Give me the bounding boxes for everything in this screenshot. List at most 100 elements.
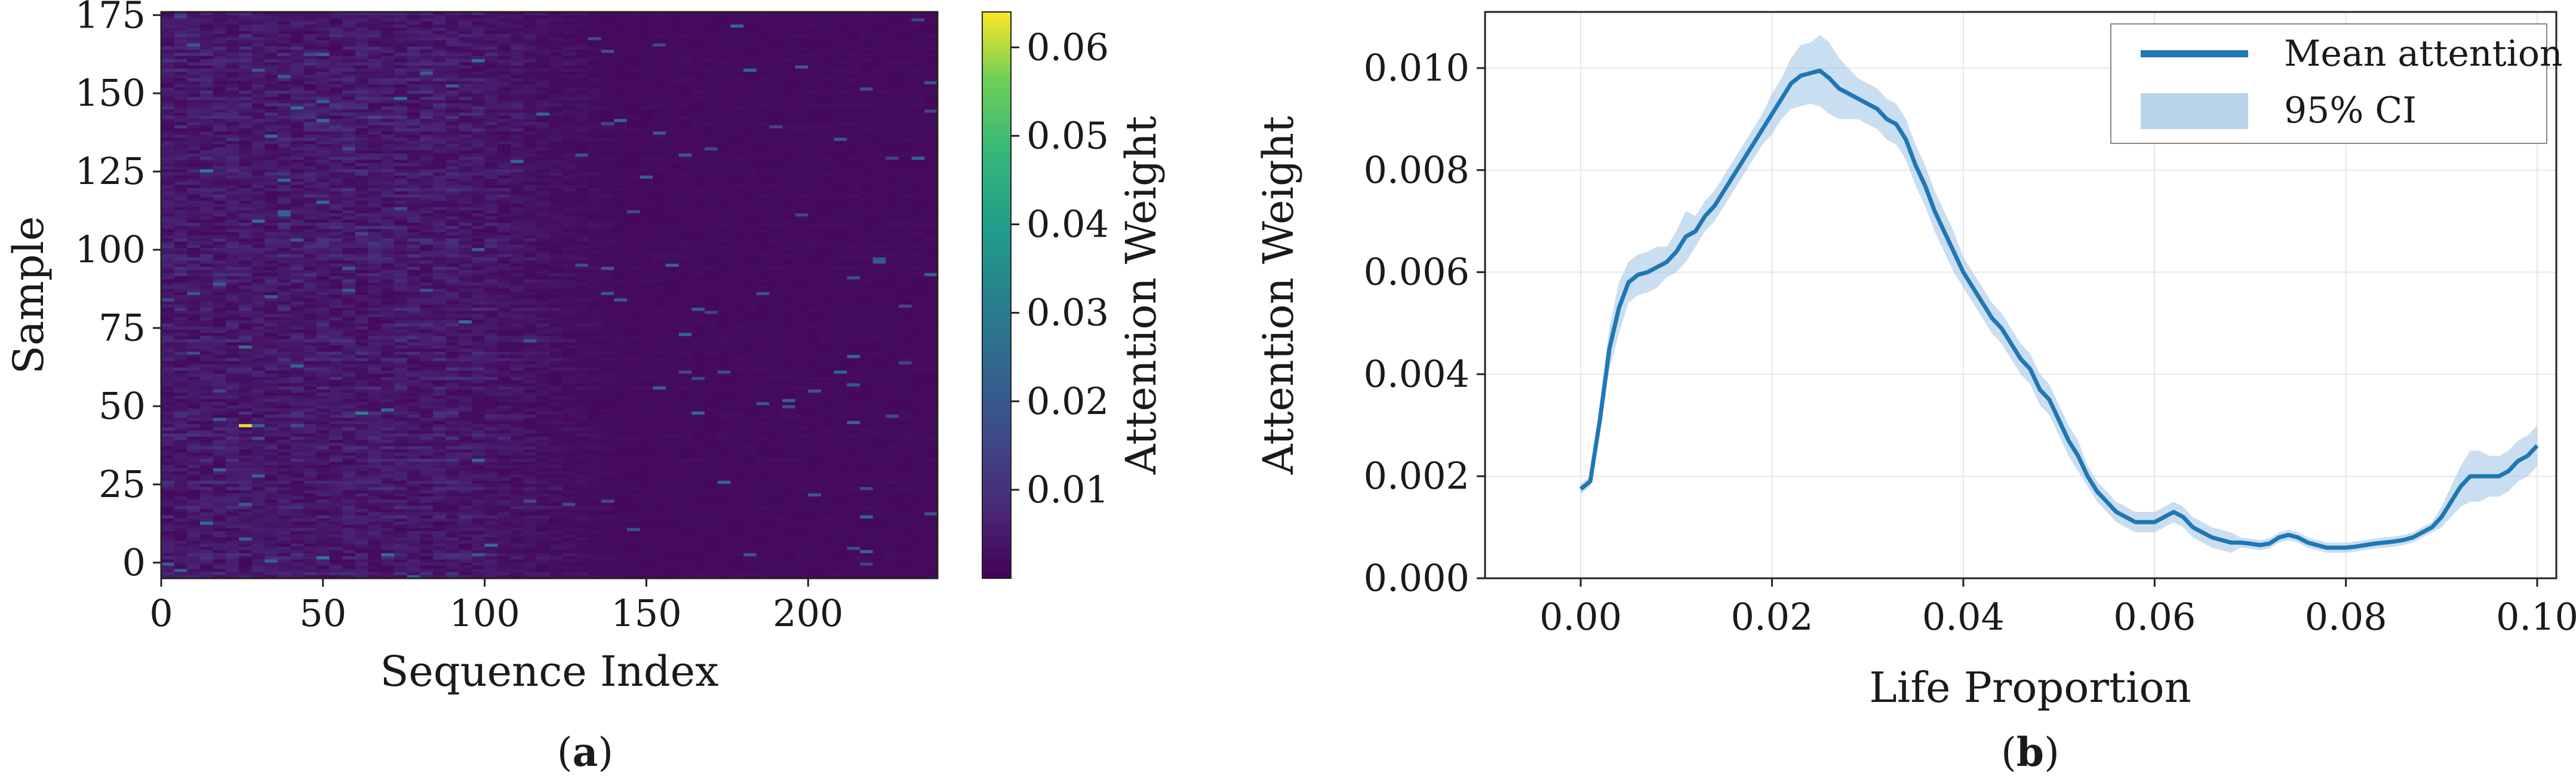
heatmap-cell	[445, 185, 459, 189]
heatmap-cell	[394, 109, 408, 114]
heatmap-cell	[497, 103, 511, 107]
heatmap-cell	[290, 157, 304, 161]
heatmap-cell	[899, 81, 912, 85]
heatmap-cell	[251, 65, 265, 69]
heatmap-cell	[562, 56, 576, 60]
heatmap-cell	[342, 15, 356, 19]
heatmap-cell	[614, 254, 628, 258]
heatmap-cell	[588, 24, 602, 28]
heatmap-cell	[640, 37, 653, 41]
heatmap-cell	[678, 266, 692, 271]
heatmap-cell	[886, 248, 899, 252]
heatmap-cell	[847, 191, 860, 195]
heatmap-cell	[575, 226, 589, 229]
heatmap-cell	[924, 24, 938, 28]
heatmap-cell	[161, 188, 175, 192]
heatmap-cell	[834, 112, 847, 116]
heatmap-cell	[911, 75, 925, 79]
heatmap-cell	[523, 112, 537, 116]
heatmap-cell	[575, 93, 589, 97]
heatmap-cell	[251, 93, 265, 97]
heatmap-cell	[705, 119, 718, 122]
heatmap-cell	[239, 84, 253, 88]
heatmap-cell	[575, 50, 589, 54]
heatmap-cell	[407, 229, 420, 233]
heatmap-cell	[497, 213, 511, 217]
heatmap-cell	[536, 137, 550, 142]
heatmap-cell	[174, 100, 187, 104]
heatmap-cell	[691, 238, 705, 243]
heatmap-cell	[174, 24, 187, 28]
heatmap-cell	[187, 251, 201, 255]
heatmap-cell	[705, 251, 718, 255]
heatmap-cell	[251, 185, 265, 189]
heatmap-cell	[394, 257, 408, 261]
heatmap-cell	[213, 273, 226, 277]
heatmap-cell	[678, 238, 692, 243]
heatmap-cell	[342, 185, 356, 189]
heatmap-cell	[303, 188, 317, 192]
heatmap-cell	[381, 33, 395, 38]
heatmap-cell	[200, 81, 214, 85]
heatmap-cell	[705, 204, 718, 208]
heatmap-cell	[588, 222, 602, 226]
heatmap-cell	[420, 182, 434, 186]
heatmap-cell	[795, 115, 809, 119]
heatmap-cell	[407, 160, 420, 164]
heatmap-cell	[174, 154, 187, 157]
heatmap-cell	[161, 229, 175, 233]
heatmap-cell	[265, 131, 278, 135]
heatmap-cell	[588, 185, 602, 189]
heatmap-cell	[536, 266, 550, 271]
heatmap-cell	[381, 103, 395, 107]
heatmap-cell	[821, 241, 835, 246]
heatmap-cell	[213, 81, 226, 85]
heatmap-cell	[420, 24, 434, 28]
heatmap-cell	[575, 269, 589, 274]
heatmap-cell	[497, 201, 511, 204]
heatmap-cell	[329, 257, 343, 261]
heatmap-cell	[640, 269, 653, 274]
heatmap-cell	[303, 204, 317, 208]
heatmap-cell	[614, 175, 628, 179]
heatmap-cell	[251, 119, 265, 122]
heatmap-cell	[782, 175, 796, 179]
heatmap-cell	[717, 87, 731, 91]
heatmap-cell	[265, 46, 278, 50]
heatmap-cell	[860, 162, 874, 167]
heatmap-cell	[705, 222, 718, 226]
heatmap-cell	[265, 241, 278, 246]
heatmap-cell	[355, 12, 369, 16]
heatmap-cell	[678, 226, 692, 229]
heatmap-cell	[381, 197, 395, 201]
heatmap-cell	[187, 269, 201, 274]
heatmap-cell	[717, 33, 731, 38]
heatmap-cell	[691, 119, 705, 122]
heatmap-cell	[717, 154, 731, 157]
heatmap-cell	[420, 125, 434, 129]
heatmap-cell	[368, 97, 382, 101]
heatmap-cell	[511, 37, 524, 41]
heatmap-cell	[251, 100, 265, 104]
heatmap-cell	[226, 216, 239, 220]
heatmap-cell	[911, 207, 925, 211]
heatmap-cell	[536, 219, 550, 223]
heatmap-cell	[666, 254, 680, 258]
heatmap-cell	[756, 97, 770, 101]
heatmap-cell	[433, 12, 447, 16]
heatmap-cell	[872, 90, 886, 94]
heatmap-cell	[743, 154, 757, 157]
heatmap-cell	[187, 260, 201, 264]
heatmap-cell	[924, 154, 938, 157]
heatmap-cell	[911, 241, 925, 246]
heatmap-cell	[472, 191, 485, 195]
heatmap-cell	[769, 119, 783, 122]
heatmap-cell	[562, 12, 576, 16]
heatmap-cell	[200, 182, 214, 186]
heatmap-cell	[278, 201, 291, 204]
heatmap-cell	[472, 59, 485, 63]
heatmap-cell	[924, 150, 938, 154]
heatmap-cell	[239, 260, 253, 264]
heatmap-cell	[899, 166, 912, 170]
heatmap-cell	[511, 53, 524, 57]
